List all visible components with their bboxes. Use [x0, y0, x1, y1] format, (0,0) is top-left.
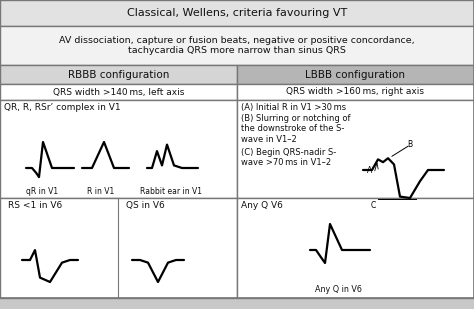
Text: qR in V1: qR in V1	[26, 187, 58, 196]
Bar	[237, 198, 474, 298]
Text: (B) Slurring or notching of
the downstroke of the S-
wave in V1–2: (B) Slurring or notching of the downstro…	[241, 114, 350, 144]
Text: R in V1: R in V1	[87, 187, 115, 196]
Text: C: C	[370, 201, 375, 210]
Bar	[0, 100, 237, 198]
Text: QS in V6: QS in V6	[127, 201, 165, 210]
Text: QR, R, RSr’ complex in V1: QR, R, RSr’ complex in V1	[4, 103, 120, 112]
Bar	[0, 0, 474, 26]
Text: Any Q V6: Any Q V6	[241, 201, 283, 210]
Bar	[237, 100, 474, 198]
Text: A: A	[367, 166, 373, 175]
Bar	[0, 198, 237, 298]
Text: (C) Begin QRS-nadir S-
wave >70 ms in V1–2: (C) Begin QRS-nadir S- wave >70 ms in V1…	[241, 148, 336, 167]
Bar	[0, 65, 237, 84]
Text: (A) Initial R in V1 >30 ms: (A) Initial R in V1 >30 ms	[241, 103, 346, 112]
Bar	[0, 84, 237, 100]
Text: Rabbit ear in V1: Rabbit ear in V1	[140, 187, 202, 196]
Text: LBBB configuration: LBBB configuration	[306, 70, 405, 79]
Bar	[0, 26, 474, 65]
Text: RBBB configuration: RBBB configuration	[68, 70, 169, 79]
Text: QRS width >140 ms, left axis: QRS width >140 ms, left axis	[53, 87, 184, 96]
Text: AV dissociation, capture or fusion beats, negative or positive concordance,
tach: AV dissociation, capture or fusion beats…	[59, 36, 415, 55]
Text: B: B	[408, 140, 412, 149]
Text: QRS width >160 ms, right axis: QRS width >160 ms, right axis	[286, 87, 425, 96]
Text: Classical, Wellens, criteria favouring VT: Classical, Wellens, criteria favouring V…	[127, 8, 347, 18]
Text: Any Q in V6: Any Q in V6	[315, 286, 362, 294]
Text: RS <1 in V6: RS <1 in V6	[8, 201, 62, 210]
Bar	[237, 65, 474, 84]
Bar	[237, 84, 474, 100]
